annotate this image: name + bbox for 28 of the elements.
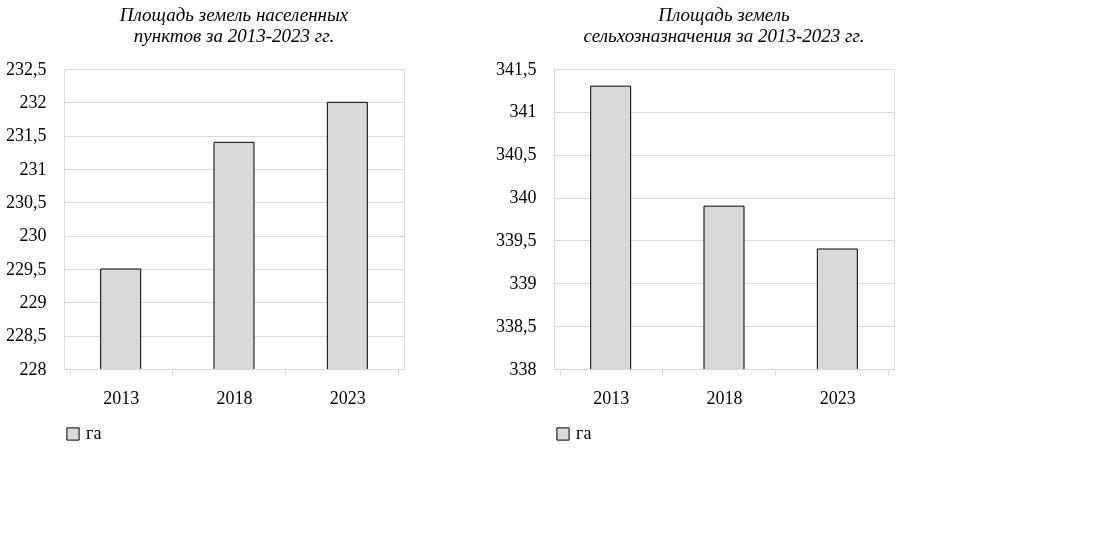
x-tick-label: 2013 <box>103 387 140 408</box>
y-tick-label: 230,5 <box>6 191 47 212</box>
legend-label: га <box>86 423 102 443</box>
y-tick-label: 232,5 <box>6 58 47 79</box>
x-tick-label: 2013 <box>593 387 630 408</box>
y-tick-label: 231,5 <box>6 125 47 146</box>
y-tick-label: 340 <box>509 187 537 208</box>
y-tick-label: 232 <box>19 91 47 112</box>
y-tick-label: 228 <box>19 358 47 379</box>
y-tick-label: 339 <box>509 272 537 293</box>
y-tick-label: 228,5 <box>6 325 47 346</box>
y-tick-label: 229 <box>19 291 47 312</box>
y-tick-label: 339,5 <box>496 229 537 250</box>
y-tick-label: 229,5 <box>6 258 47 279</box>
chart-title: Площадь земель населенных пунктов за 2013-2023 гг. <box>118 4 349 46</box>
x-tick-label: 2023 <box>819 387 856 408</box>
x-tick-label: 2023 <box>329 387 366 408</box>
x-tick-label: 2018 <box>216 387 253 408</box>
chart-title: Площадь земель сельхозназначения за 2013-2023 гг. <box>583 4 865 46</box>
legend-label: га <box>576 423 592 443</box>
y-tick-label: 231 <box>19 158 47 179</box>
y-tick-label: 341 <box>509 101 537 122</box>
y-tick-label: 341,5 <box>496 58 537 79</box>
y-tick-label: 340,5 <box>496 144 537 165</box>
y-tick-label: 338,5 <box>496 315 537 336</box>
y-tick-label: 230 <box>19 225 47 246</box>
x-tick-label: 2018 <box>706 387 743 408</box>
y-tick-label: 338 <box>509 358 537 379</box>
